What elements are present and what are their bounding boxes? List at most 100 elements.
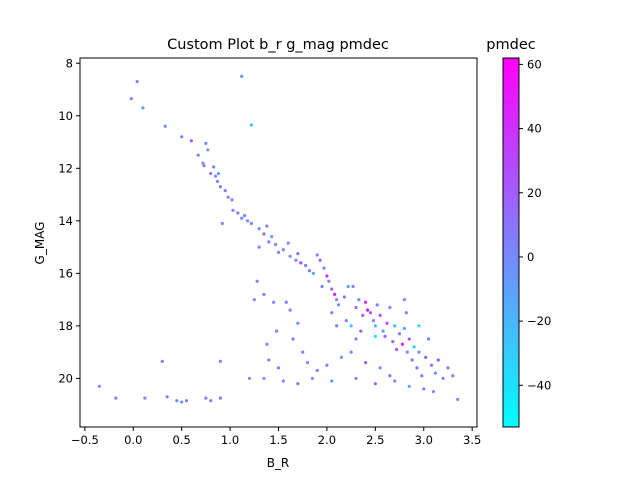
scatter-point bbox=[307, 269, 312, 273]
scatter-point bbox=[255, 279, 259, 283]
x-tick-label: 0.5 bbox=[173, 433, 191, 447]
scatter-point bbox=[359, 329, 363, 333]
scatter-point bbox=[272, 300, 276, 304]
scatter-point bbox=[114, 396, 118, 400]
x-tick-label: 3.0 bbox=[415, 433, 433, 447]
scatter-point bbox=[135, 80, 139, 84]
scatter-points bbox=[97, 74, 460, 404]
scatter-point bbox=[218, 359, 223, 363]
scatter-point bbox=[357, 298, 361, 302]
scatter-point bbox=[456, 397, 460, 402]
scatter-point bbox=[327, 279, 331, 283]
y-tick-label: 20 bbox=[58, 371, 73, 385]
scatter-point bbox=[429, 363, 434, 367]
scatter-point bbox=[397, 332, 402, 336]
x-axis-ticks: −0.5 0.0 0.5 1.0 1.5 2.0 2.5 3.0 3.5 bbox=[71, 427, 481, 447]
scatter-point bbox=[310, 376, 314, 381]
scatter-point bbox=[424, 355, 428, 360]
scatter-point bbox=[333, 292, 337, 296]
scatter-point bbox=[315, 253, 319, 257]
y-tick-label: 16 bbox=[58, 266, 73, 280]
scatter-point bbox=[422, 387, 426, 391]
scatter-point bbox=[325, 363, 329, 367]
scatter-point bbox=[364, 300, 368, 304]
scatter-point bbox=[431, 389, 436, 394]
scatter-point bbox=[247, 376, 252, 381]
scatter-point bbox=[201, 161, 205, 165]
scatter-point bbox=[349, 350, 353, 354]
scatter-point bbox=[270, 234, 274, 239]
scatter-point bbox=[226, 195, 230, 199]
scatter-point bbox=[274, 329, 279, 333]
colorbar-tick-label: −40 bbox=[527, 378, 551, 392]
scatter-point bbox=[334, 298, 339, 302]
scatter-point bbox=[417, 324, 421, 328]
scatter-point bbox=[216, 171, 221, 176]
y-tick-label: 14 bbox=[58, 214, 73, 228]
colorbar-ticks: −40 −20 0 20 40 60 bbox=[519, 57, 551, 392]
scatter-point bbox=[420, 374, 424, 378]
scatter-point bbox=[230, 198, 234, 202]
scatter-point bbox=[209, 171, 213, 176]
scatter-point bbox=[262, 292, 266, 296]
plot-frame bbox=[79, 57, 478, 428]
scatter-point bbox=[196, 153, 200, 157]
scatter-point bbox=[220, 221, 224, 226]
scatter-point bbox=[330, 311, 334, 315]
scatter-point bbox=[249, 221, 253, 226]
scatter-point bbox=[262, 376, 266, 381]
scatter-point bbox=[305, 361, 310, 365]
colorbar-tick-label: 40 bbox=[527, 122, 542, 136]
scatter-point bbox=[318, 258, 322, 262]
scatter-point bbox=[252, 298, 256, 302]
scatter-point bbox=[405, 350, 409, 354]
scatter-point bbox=[426, 337, 431, 341]
scatter-point bbox=[262, 232, 266, 236]
scatter-point bbox=[325, 274, 329, 278]
x-tick-label: 1.0 bbox=[221, 433, 239, 447]
scatter-point bbox=[383, 334, 387, 338]
scatter-point bbox=[202, 164, 206, 168]
scatter-point bbox=[404, 311, 408, 315]
x-tick-label: 0.0 bbox=[124, 433, 142, 447]
x-tick-label: 2.5 bbox=[366, 433, 384, 447]
scatter-point bbox=[351, 284, 355, 289]
scatter-point bbox=[257, 227, 261, 231]
y-tick-label: 12 bbox=[58, 161, 73, 175]
scatter-point bbox=[391, 340, 395, 344]
scatter-point bbox=[393, 324, 397, 328]
scatter-point bbox=[267, 358, 271, 362]
scatter-point bbox=[365, 308, 370, 312]
scatter-point bbox=[288, 254, 292, 258]
scatter-point bbox=[143, 396, 147, 400]
scatter-point bbox=[395, 347, 399, 352]
scatter-point bbox=[206, 148, 210, 152]
scatter-point bbox=[446, 366, 450, 370]
scatter-point bbox=[301, 350, 305, 354]
scatter-point bbox=[304, 263, 308, 268]
scatter-point bbox=[315, 368, 319, 373]
scatter-point bbox=[354, 376, 358, 381]
scatter-point bbox=[265, 342, 269, 346]
scatter-point bbox=[433, 371, 437, 375]
colorbar-tick-label: 20 bbox=[527, 186, 542, 200]
scatter-point bbox=[364, 361, 368, 365]
x-tick-label: 2.0 bbox=[318, 433, 336, 447]
y-axis-ticks: 8 10 12 14 16 18 20 bbox=[58, 56, 80, 385]
scatter-point bbox=[243, 213, 247, 218]
scatter-point bbox=[204, 396, 208, 400]
colorbar-tick-label: −20 bbox=[527, 314, 551, 328]
scatter-point bbox=[371, 319, 375, 323]
scatter-point bbox=[330, 379, 334, 383]
scatter-point bbox=[393, 379, 397, 383]
y-tick-label: 10 bbox=[58, 109, 73, 123]
scatter-point bbox=[330, 287, 334, 291]
scatter-point bbox=[163, 124, 167, 128]
scatter-point bbox=[402, 326, 406, 331]
scatter-point bbox=[160, 359, 164, 363]
scatter-point bbox=[291, 337, 295, 341]
scatter-point bbox=[180, 135, 184, 139]
scatter-point bbox=[375, 303, 379, 307]
